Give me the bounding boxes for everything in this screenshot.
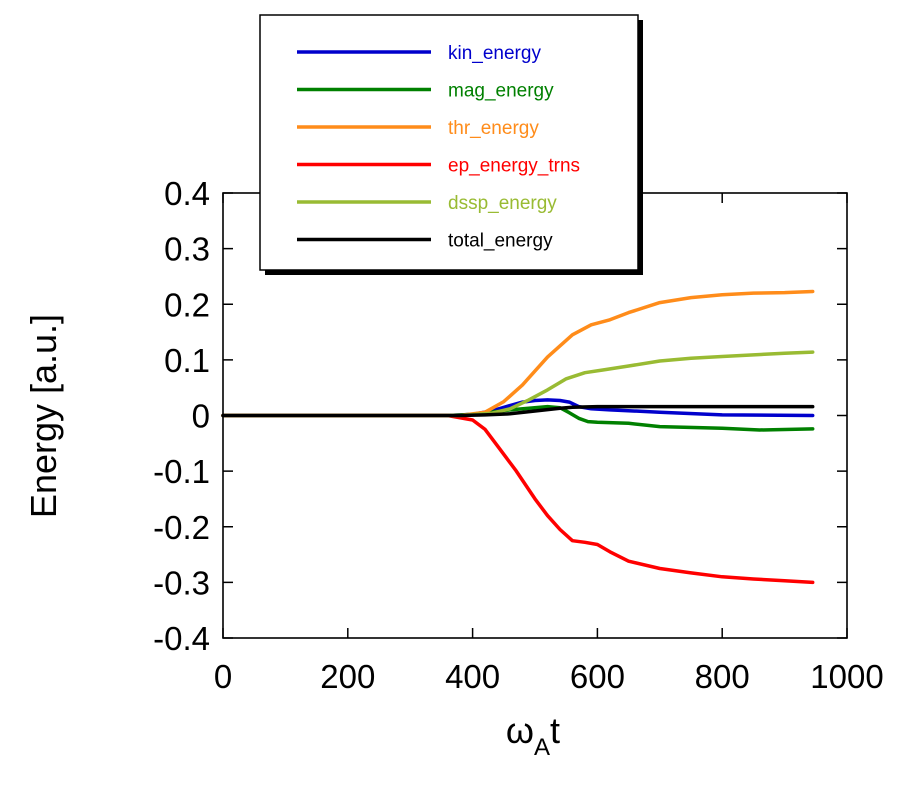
legend-label-dssp-energy: dssp_energy	[448, 193, 557, 214]
y-tick-label-0: 0.4	[164, 175, 210, 212]
legend-box	[259, 14, 639, 271]
x-axis-title-subscript: A	[534, 734, 550, 761]
y-tick-label-5: -0.1	[153, 453, 210, 490]
y-tick-label-1: 0.3	[164, 231, 210, 268]
series-line-dssp-energy	[221, 350, 815, 418]
legend: kin_energy mag_energy thr_energy ep_energy_…	[259, 14, 643, 275]
x-tick-label-5: 1000	[810, 658, 883, 695]
y-tick-label-4: 0	[192, 398, 210, 435]
legend-label-thr-energy: thr_energy	[448, 118, 539, 139]
y-tick-label-8: -0.4	[153, 620, 210, 657]
x-tick-label-3: 600	[570, 658, 625, 695]
legend-label-ep-energy-trns: ep_energy_trns	[448, 156, 580, 177]
ticks	[222, 192, 848, 639]
y-tick-label-3: 0.1	[164, 342, 210, 379]
legend-label-total-energy: total_energy	[448, 231, 553, 252]
legend-label-kin-energy: kin_energy	[448, 43, 541, 64]
x-axis-title-omega: ω	[506, 710, 534, 751]
legend-label-mag-energy: mag_energy	[448, 81, 554, 102]
series-line-thr-energy	[221, 289, 815, 418]
y-tick-label-7: -0.3	[153, 564, 210, 601]
tick-labels: 0 200 400 600 800 1000 0.4 0.3 0.2 0.1 0 -0.1 -0.2 -0…	[153, 175, 884, 695]
legend-items: kin_energy mag_energy thr_energy ep_energy_…	[297, 43, 580, 252]
plot-lines	[221, 289, 815, 585]
series-line-mag-energy	[221, 404, 815, 432]
x-axis-title-t: t	[550, 710, 560, 751]
x-tick-label-1: 200	[320, 658, 375, 695]
x-tick-label-0: 0	[214, 658, 232, 695]
x-tick-label-4: 800	[695, 658, 750, 695]
x-axis-title: ωAt	[506, 710, 560, 761]
series-line-ep-energy-trns	[221, 413, 815, 585]
y-tick-label-2: 0.2	[164, 286, 210, 323]
series-line-total-energy	[221, 404, 815, 418]
y-tick-label-6: -0.2	[153, 509, 210, 546]
x-tick-label-2: 400	[445, 658, 500, 695]
y-axis-title: Energy [a.u.]	[23, 314, 64, 518]
